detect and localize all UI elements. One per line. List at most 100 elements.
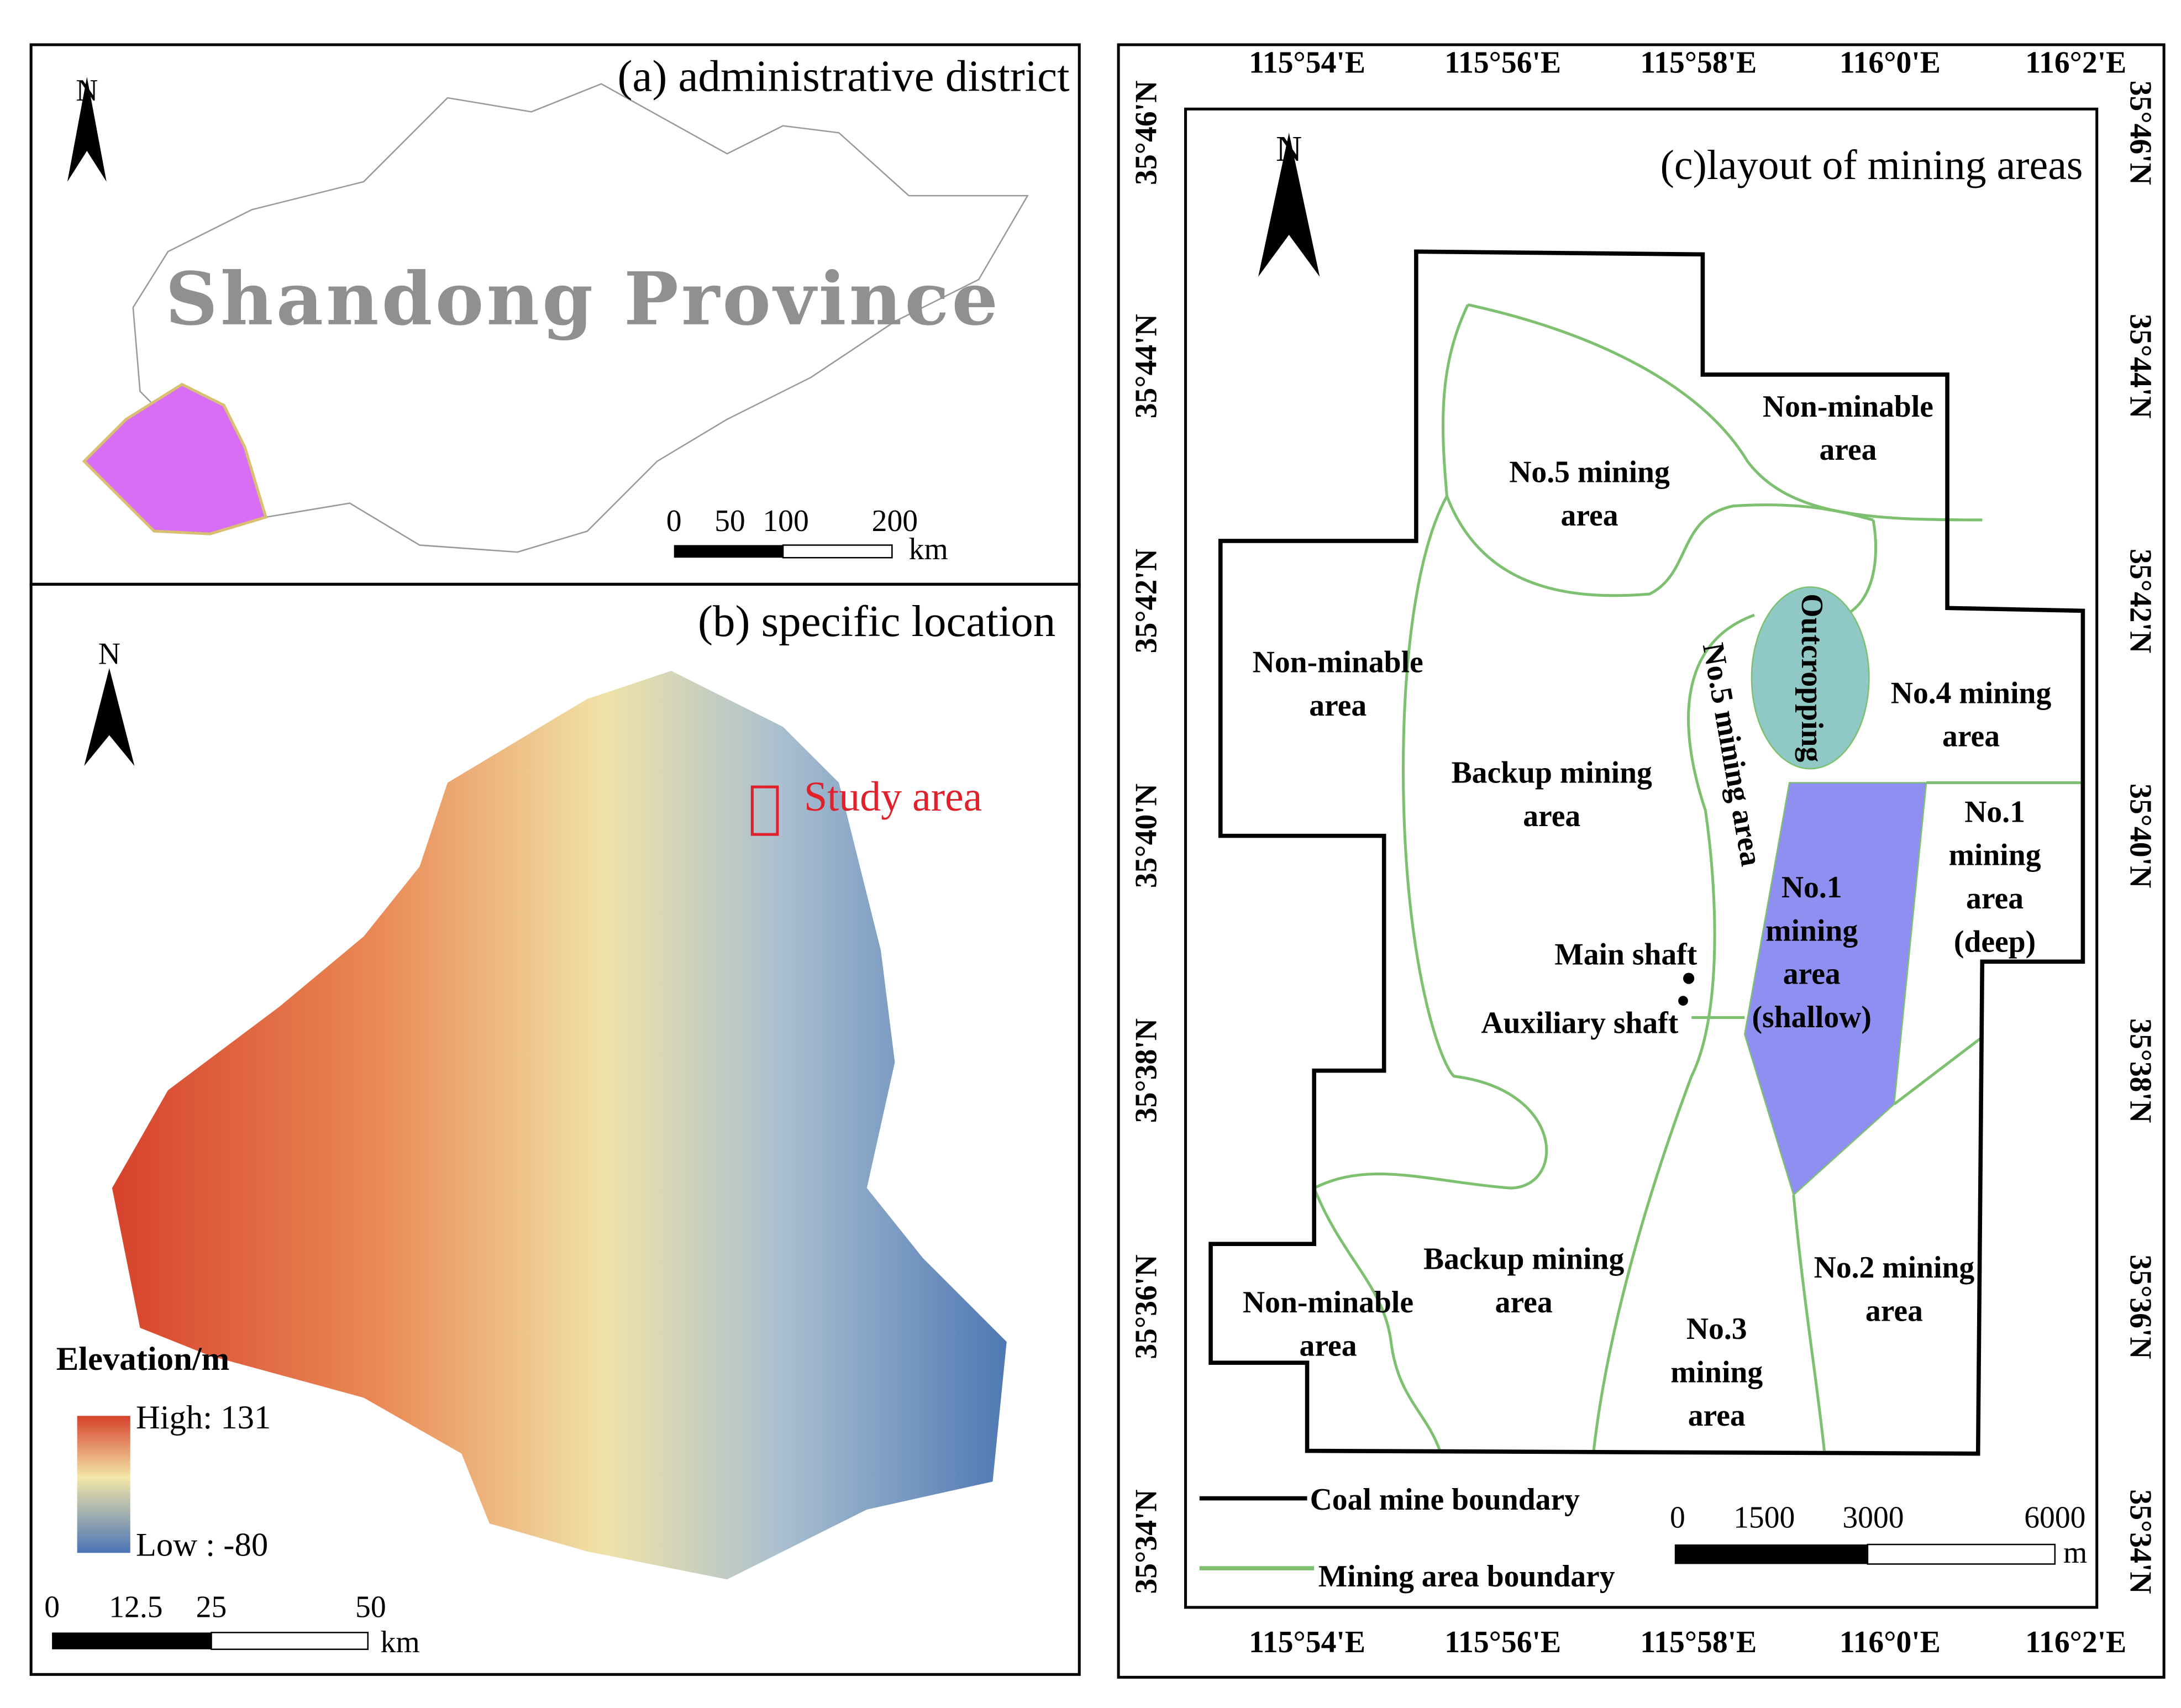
north-label: N [98, 637, 120, 671]
north-label: N [76, 73, 98, 108]
legend-high: High: 131 [136, 1399, 271, 1436]
lon-label: 116°0'E [1840, 46, 1941, 80]
lat-label: 35°38'N [1129, 1018, 1163, 1123]
north-arrow [84, 668, 135, 766]
elevation-map [112, 671, 1007, 1580]
area-label: Backup mining [1452, 755, 1652, 790]
scale-bar [52, 1632, 212, 1649]
legend-ramp [77, 1416, 130, 1553]
scale-label: 50 [355, 1590, 386, 1625]
area-label: No.1 [1781, 870, 1842, 905]
area-label: mining [1670, 1355, 1763, 1390]
lat-label: 35°36'N [1129, 1254, 1163, 1359]
lon-label: 116°0'E [1840, 1625, 1941, 1659]
scale-label: 0 [44, 1590, 60, 1625]
area-label: area [1523, 799, 1580, 833]
lat-label: 35°46'N [2123, 81, 2157, 185]
legend-title: Elevation/m [56, 1341, 230, 1378]
scale-label: 0 [666, 504, 682, 538]
lat-label: 35°38'N [2123, 1018, 2157, 1123]
study-region [82, 382, 268, 535]
area-label: area [1309, 689, 1367, 723]
lon-label: 115°56'E [1444, 1625, 1561, 1659]
lat-label: 35°42'N [1129, 549, 1163, 653]
lon-label: 115°54'E [1249, 46, 1365, 80]
north-arrow [67, 77, 107, 182]
area-label: Outcropping [1795, 593, 1829, 762]
area-label: mining [1949, 838, 2041, 873]
scale-label: 3000 [1842, 1501, 1904, 1535]
area-label: area [1966, 881, 2024, 916]
lon-label: 116°2'E [2025, 46, 2126, 80]
scale-label: 100 [763, 504, 808, 538]
area-label: area [1688, 1399, 1746, 1433]
lon-label: 115°56'E [1444, 46, 1561, 80]
area-label: (shallow) [1752, 1000, 1872, 1034]
scale-label: 6000 [2024, 1501, 2085, 1535]
lon-label: 115°58'E [1640, 1625, 1757, 1659]
outcropping [1751, 586, 1870, 770]
lon-label: 116°2'E [2025, 1625, 2126, 1659]
area-label: area [1300, 1329, 1357, 1363]
lat-label: 35°46'N [1129, 81, 1163, 185]
scale-unit: km [909, 532, 948, 566]
lat-label: 35°34'N [2123, 1489, 2157, 1594]
area-label: No.4 mining [1891, 676, 2052, 710]
legend-label: Mining area boundary [1318, 1559, 1615, 1594]
panel-title: (a) administrative district [617, 51, 1070, 101]
legend-label: Coal mine boundary [1310, 1483, 1580, 1517]
scale-bar [674, 545, 784, 558]
scale-unit: m [2063, 1536, 2087, 1570]
lat-label: 35°44'N [1129, 314, 1163, 418]
scale-label: 50 [714, 504, 745, 538]
area-label: No.2 mining [1814, 1250, 1975, 1285]
scale-label: 200 [872, 504, 918, 538]
study-box [750, 785, 779, 836]
area-label: area [1942, 719, 2000, 754]
area-label: mining [1765, 913, 1858, 948]
scale-bar [1867, 1543, 2056, 1565]
scale-label: 1500 [1733, 1501, 1795, 1535]
lat-label: 35°40'N [2123, 784, 2157, 888]
auxiliary-shaft [1678, 996, 1688, 1006]
lon-label: 115°54'E [1249, 1625, 1365, 1659]
area-label: Non-minable [1243, 1285, 1413, 1320]
lon-label: 115°58'E [1640, 46, 1757, 80]
area-label: area [1783, 957, 1841, 991]
panel-title: (b) specific location [698, 596, 1055, 646]
north-label: N [1276, 129, 1302, 169]
scale-label: 12.5 [109, 1590, 162, 1625]
panel-b-frame [29, 582, 1081, 1676]
panel-title: (c)layout of mining areas [1660, 142, 2083, 188]
scale-label: 0 [1670, 1501, 1685, 1535]
coal-mine-boundary [1208, 249, 2085, 1456]
area-label: area [1819, 433, 1877, 467]
area-label: area [1561, 498, 1618, 533]
area-label: area [1495, 1285, 1553, 1320]
scale-bar [1674, 1544, 1868, 1564]
area-label: No.1 [1964, 795, 2025, 829]
region-label: Shandong Province [165, 256, 1001, 342]
north-arrow [1258, 133, 1320, 277]
area-label: Non-minable [1253, 645, 1423, 680]
mining-area-boundary [1312, 303, 2083, 1452]
shallow-area [1743, 782, 1927, 1196]
map-frame [1184, 107, 2099, 1609]
scale-bar [782, 544, 893, 559]
area-label: area [1865, 1294, 1923, 1328]
area-label: No.3 [1686, 1312, 1747, 1346]
scale-bar [211, 1632, 369, 1651]
lat-label: 35°36'N [2123, 1254, 2157, 1359]
scale-unit: km [381, 1625, 420, 1659]
area-label: Backup mining [1423, 1242, 1624, 1276]
lat-label: 35°40'N [1129, 784, 1163, 888]
lat-label: 35°44'N [2123, 314, 2157, 418]
area-label: Main shaft [1554, 937, 1697, 971]
scale-label: 25 [196, 1590, 227, 1625]
panel-c-frame [1117, 43, 2166, 1679]
area-label: No.5 mining [1509, 455, 1670, 490]
area-label: Auxiliary shaft [1481, 1006, 1678, 1040]
lat-label: 35°42'N [2123, 549, 2157, 653]
area-label: (deep) [1954, 925, 2036, 959]
